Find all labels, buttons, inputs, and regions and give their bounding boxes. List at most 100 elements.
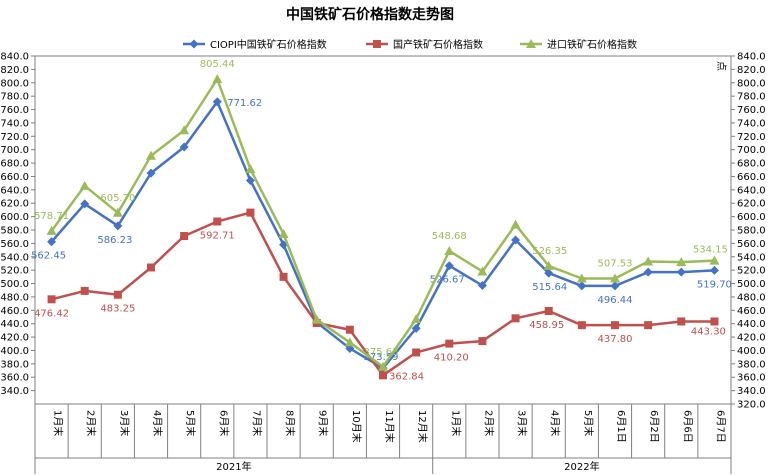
right-axis-tick-label: 740.0 xyxy=(737,118,766,129)
data-point-imported xyxy=(378,361,388,371)
data-point-ciopi xyxy=(189,39,199,49)
data-point-domestic xyxy=(345,325,354,334)
data-point-imported xyxy=(709,255,720,265)
left-axis-tick-label: 640.0 xyxy=(0,185,29,196)
data-label-ciopi: 562.45 xyxy=(31,251,66,262)
data-label-imported: 805.44 xyxy=(200,59,235,70)
data-point-imported xyxy=(510,219,521,229)
legend-label-domestic: 国产铁矿石价格指数 xyxy=(393,38,483,51)
data-label-imported: 548.68 xyxy=(432,231,467,242)
right-axis-tick-label: 480.0 xyxy=(737,292,766,303)
x-axis-category-label: 10月末 xyxy=(350,410,363,443)
legend-label-imported: 进口铁矿石价格指数 xyxy=(547,38,637,51)
data-point-domestic xyxy=(677,317,686,326)
left-axis-tick-label: 720.0 xyxy=(0,132,29,143)
data-point-imported xyxy=(278,229,289,239)
right-axis-tick-label: 400.0 xyxy=(737,346,766,357)
left-axis-tick-label: 620.0 xyxy=(0,199,29,210)
chart-title: 中国铁矿石价格指数走势图 xyxy=(286,6,454,23)
data-point-imported xyxy=(411,314,422,324)
data-point-ciopi xyxy=(709,265,719,275)
data-label-domestic: 483.25 xyxy=(100,304,135,315)
x-axis-category-label: 6月1日 xyxy=(615,410,627,443)
x-axis-category-label: 5月末 xyxy=(582,410,595,436)
right-axis-unit-label: 点 xyxy=(715,61,727,71)
left-axis-tick-label: 500.0 xyxy=(0,279,29,290)
data-point-ciopi xyxy=(245,175,255,185)
right-axis-tick-label: 320.0 xyxy=(737,400,766,411)
data-label-ciopi: 519.70 xyxy=(697,279,732,290)
data-point-imported xyxy=(79,180,90,190)
x-axis-category-label: 6月7日 xyxy=(714,410,726,443)
data-label-ciopi: 771.62 xyxy=(227,98,262,109)
right-axis-tick-label: 460.0 xyxy=(737,306,766,317)
right-axis-tick-label: 580.0 xyxy=(737,226,766,237)
data-point-ciopi xyxy=(113,221,123,231)
data-point-imported xyxy=(311,314,322,324)
legend-label-ciopi: CIOPI中国铁矿石价格指数 xyxy=(210,38,327,51)
data-label-domestic: 362.84 xyxy=(389,371,424,382)
right-axis-tick-label: 620.0 xyxy=(737,199,766,210)
right-axis-tick-label: 640.0 xyxy=(737,185,766,196)
data-point-imported xyxy=(146,150,156,160)
data-point-imported xyxy=(576,273,587,283)
plot-area: 340.0 360.0 380.0 400.0 420.0 440.0 460.0 480.0… xyxy=(0,52,766,474)
data-point-ciopi xyxy=(610,281,620,291)
data-label-imported: 534.15 xyxy=(693,245,728,256)
data-point-imported xyxy=(179,125,190,135)
x-axis-category-label: 1月末 xyxy=(52,410,65,436)
left-axis-tick-label: 700.0 xyxy=(0,145,29,156)
data-label-ciopi: 373.59 xyxy=(364,352,399,363)
x-axis-category-label: 2月末 xyxy=(482,410,495,436)
right-axis-tick-label: 520.0 xyxy=(737,266,766,277)
left-axis-tick-label: 600.0 xyxy=(0,212,29,223)
x-axis-category-label: 11月末 xyxy=(383,410,396,443)
data-point-domestic xyxy=(379,371,387,380)
right-axis-tick-label: 800.0 xyxy=(737,78,766,89)
data-point-domestic xyxy=(412,348,421,357)
left-axis-tick-label: 580.0 xyxy=(0,226,29,237)
data-label-imported: 578.71 xyxy=(34,211,69,222)
data-label-imported: 526.35 xyxy=(532,246,567,257)
data-point-ciopi xyxy=(577,281,587,291)
data-point-ciopi xyxy=(179,142,189,152)
data-label-domestic: 592.71 xyxy=(200,230,235,241)
right-axis-tick-label: 660.0 xyxy=(737,172,766,183)
data-point-domestic xyxy=(611,321,619,330)
data-point-domestic xyxy=(710,317,719,326)
data-point-imported xyxy=(526,39,536,48)
data-point-imported xyxy=(676,257,687,267)
data-point-ciopi xyxy=(643,267,653,277)
left-axis-tick-label: 780.0 xyxy=(0,92,29,103)
data-point-ciopi xyxy=(212,97,222,107)
left-axis-tick-label: 340.0 xyxy=(0,386,29,397)
x-axis-category-label: 2月末 xyxy=(85,410,98,436)
x-axis-category-label: 6月6日 xyxy=(681,410,693,443)
x-axis-category-label: 1月末 xyxy=(449,410,462,436)
right-axis-tick-label: 420.0 xyxy=(737,333,766,344)
series-domestic: 476.42 483.25 592.71 362.84 410.20 458.95 437.… xyxy=(34,208,726,382)
left-axis-tick-label: 380.0 xyxy=(0,359,29,370)
x-axis-category-label: 6月2日 xyxy=(648,410,660,443)
right-axis-tick-label: 760.0 xyxy=(737,105,766,116)
right-axis-tick-label: 780.0 xyxy=(737,92,766,103)
data-point-imported xyxy=(444,245,455,255)
data-point-ciopi xyxy=(47,237,57,247)
right-axis-tick-label: 720.0 xyxy=(737,132,766,143)
data-label-domestic: 476.42 xyxy=(34,308,69,319)
right-axis-tick-label: 680.0 xyxy=(737,159,766,170)
x-axis-category-label: 3月末 xyxy=(516,410,529,436)
left-axis-tick-label: 480.0 xyxy=(0,292,29,303)
right-axis-tick-label: 500.0 xyxy=(737,279,766,290)
left-axis-tick-label: 760.0 xyxy=(0,105,29,116)
data-point-ciopi xyxy=(444,261,454,271)
left-axis-tick-label: 820.0 xyxy=(0,65,29,76)
left-axis-tick-label: 680.0 xyxy=(0,159,29,170)
data-point-imported xyxy=(543,260,554,270)
right-axis-tick-label: 820.0 xyxy=(737,65,766,76)
data-label-imported: 605.70 xyxy=(100,193,135,204)
series-imported: 578.71 605.70 805.44 375.63 548.68 526.35 507.… xyxy=(34,59,728,371)
data-point-domestic xyxy=(445,339,454,348)
right-axis-tick-label: 340.0 xyxy=(737,386,766,397)
